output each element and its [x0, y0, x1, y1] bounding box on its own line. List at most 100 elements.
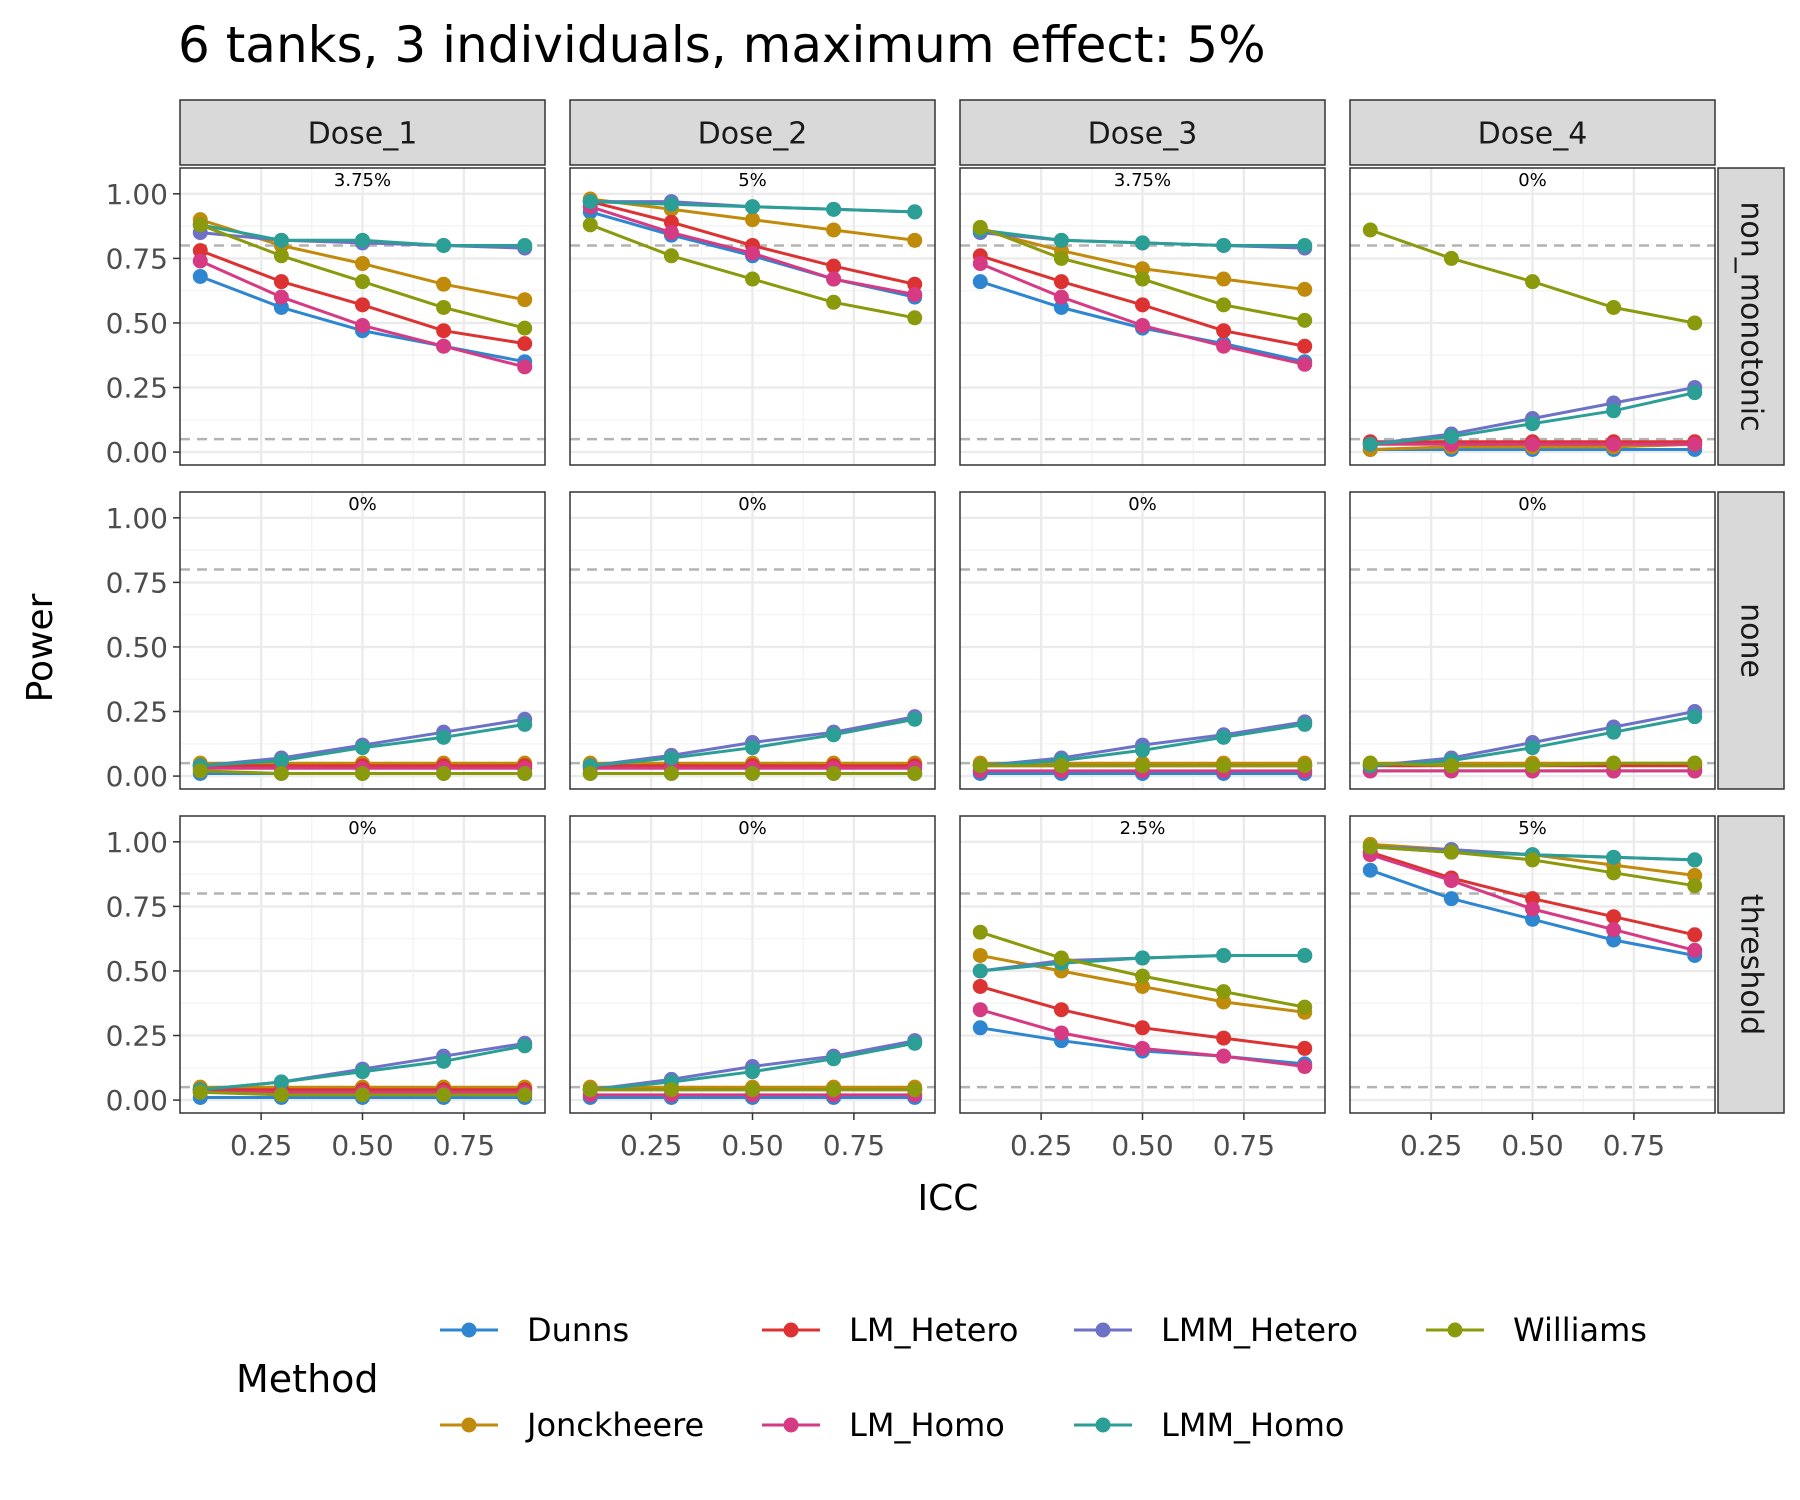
data-point-williams	[355, 274, 370, 290]
data-point-williams	[1525, 852, 1540, 868]
data-point-lm-homo	[663, 225, 679, 241]
data-point-lm-homo	[745, 245, 760, 261]
y-tick-label: 0.75	[106, 566, 168, 599]
panel-border	[959, 167, 1326, 466]
panel-threshold-dose-4: 5%	[1349, 815, 1716, 1114]
panel-none-dose-2: 0%	[569, 491, 936, 790]
data-point-lmm-homo	[1606, 849, 1622, 865]
data-point-lmm-homo	[1687, 385, 1703, 401]
legend-label: LM_Hetero	[849, 1311, 1018, 1349]
legend-item-lmm-homo: LMM_Homo	[1074, 1406, 1344, 1444]
panel-annotation: 3.75%	[1114, 170, 1171, 191]
data-point-lmm-homo	[273, 1074, 289, 1090]
x-tick-label: 0.75	[433, 1129, 495, 1162]
legend: Dunns Jonckheere LM_Hetero LM_Homo LMM_Heter…	[440, 1311, 1647, 1444]
facet-panels: Dose_1 Dose_2 Dose_3 Dose_4 non_monotonicnon…	[106, 99, 1785, 1162]
data-point-lmm-homo	[1687, 852, 1703, 868]
data-point-williams	[1443, 250, 1459, 266]
data-point-williams	[273, 1087, 289, 1103]
data-point-williams	[192, 217, 208, 233]
data-point-lmm-homo	[1216, 237, 1232, 253]
data-point-williams	[745, 766, 760, 782]
x-tick-label: 0.75	[1213, 1129, 1275, 1162]
data-point-lmm-homo	[1606, 724, 1622, 740]
legend-marker	[461, 1322, 477, 1338]
data-point-lmm-homo	[907, 711, 923, 727]
panel-border	[1349, 167, 1716, 466]
y-tick-label: 0.50	[106, 307, 168, 340]
data-point-williams	[826, 294, 842, 310]
y-tick-label: 0.00	[106, 436, 168, 469]
panel-annotation: 0%	[1518, 170, 1547, 191]
data-point-lmm-homo	[355, 232, 370, 248]
data-point-williams	[1525, 274, 1540, 290]
data-point-williams	[517, 766, 533, 782]
legend-label: LM_Homo	[849, 1406, 1005, 1444]
data-point-williams	[745, 271, 760, 287]
data-point-lmm-homo	[1216, 947, 1232, 963]
data-point-jonckheere	[745, 212, 760, 228]
data-point-lm-homo	[1525, 901, 1540, 917]
x-tick-label: 0.50	[1501, 1129, 1563, 1162]
x-tick-label: 0.25	[230, 1129, 292, 1162]
data-point-lm-hetero	[1687, 927, 1703, 943]
data-point-lmm-homo	[582, 194, 598, 210]
panel-threshold-dose-2: 0%	[569, 815, 936, 1114]
panel-border	[179, 815, 546, 1114]
data-point-williams	[582, 217, 598, 233]
data-point-williams	[355, 766, 370, 782]
data-point-dunns	[1362, 862, 1378, 878]
data-point-williams	[273, 248, 289, 264]
data-point-lmm-homo	[273, 753, 289, 769]
data-point-dunns	[192, 268, 208, 284]
row-strip-box	[1717, 491, 1785, 790]
data-point-williams	[663, 248, 679, 264]
data-point-jonckheere	[517, 292, 533, 308]
data-point-lmm-homo	[517, 716, 533, 732]
data-point-williams	[1216, 984, 1232, 1000]
data-point-williams	[1053, 250, 1069, 266]
legend-label: Williams	[1513, 1311, 1647, 1349]
panel-threshold-dose-3: 2.5%	[959, 815, 1326, 1114]
data-point-dunns	[972, 1020, 988, 1036]
data-point-lmm-homo	[1216, 729, 1232, 745]
column-strip-label: Dose_2	[698, 117, 808, 152]
data-point-williams	[273, 766, 289, 782]
row-strip-label: none	[1734, 603, 1769, 678]
legend-item-dunns: Dunns	[440, 1311, 629, 1349]
data-point-lm-homo	[907, 287, 923, 303]
panel-threshold-dose-1: 0%	[179, 815, 546, 1114]
data-point-williams	[582, 1082, 598, 1098]
data-point-lmm-homo	[1053, 232, 1069, 248]
data-point-williams	[517, 320, 533, 336]
y-tick-label: 1.00	[106, 178, 168, 211]
data-point-lmm-homo	[436, 1053, 452, 1069]
data-point-williams	[582, 766, 598, 782]
data-point-williams	[192, 1084, 208, 1100]
data-point-lm-homo	[1297, 1059, 1313, 1075]
data-point-lm-hetero	[826, 258, 842, 274]
data-point-lmm-homo	[907, 1035, 923, 1051]
data-point-lm-hetero	[273, 274, 289, 290]
panel-annotation: 0%	[738, 494, 767, 515]
data-point-lm-homo	[1297, 356, 1313, 372]
data-point-lm-homo	[1687, 436, 1703, 452]
data-point-lmm-homo	[745, 740, 760, 756]
column-strip-label: Dose_3	[1088, 117, 1198, 152]
data-point-dunns	[972, 274, 988, 290]
panel-border	[569, 815, 936, 1114]
data-point-lm-hetero	[663, 214, 679, 230]
legend-item-williams: Williams	[1426, 1311, 1647, 1349]
panel-none-dose-1: 0%	[179, 491, 546, 790]
panel-annotation: 0%	[348, 494, 377, 515]
data-point-lm-hetero	[436, 323, 452, 339]
row-strip-box	[1717, 815, 1785, 1114]
x-tick-label: 0.25	[1010, 1129, 1072, 1162]
data-point-williams	[1135, 968, 1150, 984]
y-tick-label: 0.25	[106, 1020, 168, 1053]
data-point-lmm-homo	[436, 729, 452, 745]
data-point-lm-homo	[1606, 922, 1622, 938]
x-axis-title: ICC	[918, 1178, 979, 1219]
column-strip-box	[959, 99, 1326, 166]
x-tick-label: 0.50	[331, 1129, 393, 1162]
